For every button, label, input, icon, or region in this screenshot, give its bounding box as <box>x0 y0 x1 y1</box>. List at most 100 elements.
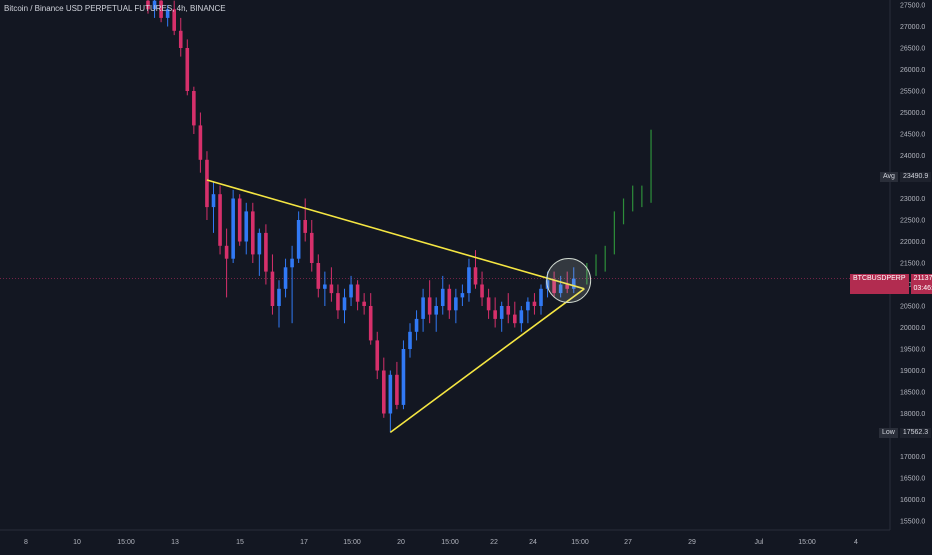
candle-body <box>434 306 438 315</box>
time-tick-label: 15:00 <box>798 539 816 546</box>
time-tick-label: 13 <box>171 539 179 546</box>
candle-body <box>480 284 484 298</box>
candle <box>493 297 497 328</box>
price-tick-label: 16500.0 <box>900 476 925 483</box>
candle <box>244 202 249 255</box>
candle-body <box>368 306 373 341</box>
candle <box>434 297 438 332</box>
candle-body <box>473 267 478 285</box>
candle <box>251 202 255 263</box>
candle <box>277 280 281 328</box>
candle-body <box>506 306 511 315</box>
candle-body <box>270 271 275 306</box>
candle-body <box>146 0 150 10</box>
candle-body <box>224 245 229 259</box>
candle-body <box>277 288 281 306</box>
price-tick-label: 26000.0 <box>900 67 925 74</box>
candle <box>506 293 511 324</box>
candle <box>342 288 347 324</box>
candle <box>178 17 183 57</box>
candle <box>513 301 517 328</box>
price-tick-label: 15500.0 <box>900 519 925 526</box>
candle-body <box>329 284 334 294</box>
candle-body <box>251 211 255 255</box>
low-badge-value: 17562.3 <box>899 428 932 438</box>
candle-body <box>355 284 360 302</box>
candle-body <box>421 297 425 319</box>
candle-body <box>323 284 327 289</box>
time-tick-label: 24 <box>529 539 537 546</box>
price-tick-label: 19500.0 <box>900 347 925 354</box>
candle <box>526 297 530 324</box>
time-tick-label: 8 <box>24 539 28 546</box>
candle <box>185 39 190 96</box>
candle <box>165 5 170 27</box>
price-badge: BTCBUSDPERP 21137.2 03:46:50 <box>850 274 932 294</box>
price-tick-label: 22000.0 <box>900 239 925 246</box>
candle <box>205 151 209 220</box>
price-tick-label: 20500.0 <box>900 304 925 311</box>
candle <box>224 228 229 298</box>
candle-body <box>309 232 314 263</box>
bar-countdown: 03:46:50 <box>910 284 932 294</box>
candle-body <box>454 297 458 311</box>
candle <box>329 267 334 302</box>
candle-body <box>499 306 504 319</box>
candle-body <box>545 280 550 289</box>
price-tick-label: 17000.0 <box>900 454 925 461</box>
candle-body <box>362 301 366 306</box>
candle <box>323 271 327 306</box>
candle <box>362 293 366 315</box>
price-tick-label: 22500.0 <box>900 218 925 225</box>
candle-body <box>414 318 419 332</box>
candle-body <box>172 9 176 31</box>
candle <box>368 293 373 345</box>
candle-body <box>165 9 170 18</box>
candle-body <box>303 220 307 233</box>
candle <box>480 271 484 306</box>
candle <box>539 284 543 315</box>
candle-body <box>539 288 543 306</box>
candle-body <box>231 198 235 259</box>
time-tick-label: 15:00 <box>117 539 135 546</box>
candle <box>460 284 465 306</box>
trendline <box>389 288 585 433</box>
avg-badge: Avg 23490.9 <box>880 172 932 182</box>
candle <box>303 198 307 242</box>
candle <box>440 275 445 315</box>
candle <box>159 0 163 23</box>
price-tick-label: 16000.0 <box>900 497 925 504</box>
candle <box>152 0 157 18</box>
chart-title: Bitcoin / Binance USD PERPETUAL FUTURES,… <box>4 4 226 13</box>
candle-body <box>290 258 294 268</box>
time-tick-label: 10 <box>73 539 81 546</box>
candle <box>375 331 380 380</box>
candle-body <box>159 0 163 18</box>
time-tick-label: 29 <box>688 539 696 546</box>
candle-body <box>244 211 249 242</box>
candle <box>264 224 268 285</box>
candle-body <box>283 267 288 289</box>
candle-body <box>513 314 517 324</box>
price-tick-label: 25500.0 <box>900 89 925 96</box>
candle-body <box>205 159 209 208</box>
current-price-value: 21137.2 <box>910 274 932 284</box>
candle <box>427 280 432 324</box>
candle-body <box>342 297 347 311</box>
candle-body <box>185 48 190 91</box>
candle-body <box>237 198 242 242</box>
candle-body <box>257 232 262 255</box>
time-tick-label: 17 <box>300 539 308 546</box>
candle-body <box>336 293 340 311</box>
price-tick-label: 23000.0 <box>900 196 925 203</box>
candle-body <box>178 30 183 48</box>
price-tick-label: 25000.0 <box>900 110 925 117</box>
low-badge-label: Low <box>879 428 898 438</box>
avg-badge-value: 23490.9 <box>899 172 932 182</box>
price-tick-label: 24500.0 <box>900 132 925 139</box>
candle <box>486 288 491 319</box>
candle <box>565 271 569 294</box>
candle <box>388 370 393 433</box>
